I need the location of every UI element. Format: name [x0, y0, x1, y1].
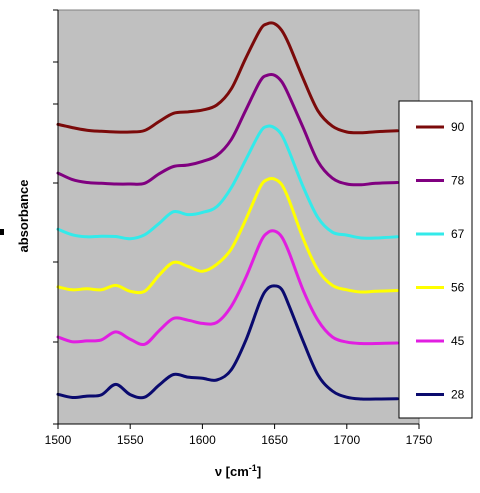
- left-edge-marker: [0, 229, 4, 235]
- x-tick-label: 1750: [406, 433, 433, 447]
- x-tick-label: 1650: [261, 433, 288, 447]
- legend-label-28: 28: [451, 388, 465, 402]
- x-axis-title: ν [cm-1]: [215, 463, 261, 479]
- x-tick-label: 1700: [333, 433, 360, 447]
- legend: 90 78 67 56 45 28: [416, 120, 465, 402]
- legend-label-56: 56: [451, 281, 465, 295]
- y-axis-ticks: [53, 9, 58, 425]
- y-axis-title: absorbance: [16, 180, 31, 253]
- legend-label-78: 78: [451, 174, 465, 188]
- series-line-28: [56, 284, 399, 401]
- x-axis-title-main: ν [cm: [215, 464, 249, 479]
- x-tick-label: 1550: [117, 433, 144, 447]
- series-line-90: [56, 21, 399, 135]
- x-axis-title-superscript: -1: [249, 463, 257, 473]
- legend-label-67: 67: [451, 227, 465, 241]
- x-axis-ticks: 1500 1550 1600 1650 1700 1750: [45, 424, 433, 447]
- series-layer: [56, 21, 399, 401]
- x-tick-label: 1600: [189, 433, 216, 447]
- series-line-67: [56, 124, 399, 241]
- legend-label-90: 90: [451, 120, 465, 134]
- legend-label-45: 45: [451, 334, 465, 348]
- series-line-56: [56, 177, 399, 295]
- x-tick-label: 1500: [45, 433, 72, 447]
- series-line-45: [56, 229, 399, 347]
- x-axis-title-close: ]: [257, 464, 261, 479]
- series-line-78: [56, 72, 399, 187]
- legend-box: [398, 100, 473, 419]
